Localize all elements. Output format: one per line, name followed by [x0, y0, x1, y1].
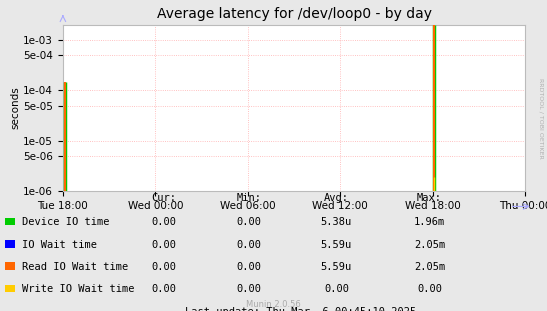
Text: IO Wait time: IO Wait time — [22, 239, 97, 250]
Text: 1.96m: 1.96m — [414, 217, 445, 227]
Text: Device IO time: Device IO time — [22, 217, 109, 227]
Text: Munin 2.0.56: Munin 2.0.56 — [246, 300, 301, 309]
Text: Avg:: Avg: — [324, 193, 349, 202]
Text: Min:: Min: — [236, 193, 261, 202]
Text: RRDTOOL / TOBI OETIKER: RRDTOOL / TOBI OETIKER — [538, 78, 543, 159]
Text: 0.00: 0.00 — [236, 239, 261, 250]
Y-axis label: seconds: seconds — [10, 87, 21, 129]
Text: 2.05m: 2.05m — [414, 262, 445, 272]
Text: 5.59u: 5.59u — [321, 262, 352, 272]
Text: 5.38u: 5.38u — [321, 217, 352, 227]
Text: Write IO Wait time: Write IO Wait time — [22, 284, 135, 295]
Text: Read IO Wait time: Read IO Wait time — [22, 262, 128, 272]
Text: Max:: Max: — [417, 193, 442, 202]
Text: 5.59u: 5.59u — [321, 239, 352, 250]
Text: 0.00: 0.00 — [417, 284, 442, 295]
Text: 2.05m: 2.05m — [414, 239, 445, 250]
Text: 0.00: 0.00 — [152, 217, 177, 227]
Text: Cur:: Cur: — [152, 193, 177, 202]
Text: 0.00: 0.00 — [236, 284, 261, 295]
Text: 0.00: 0.00 — [152, 262, 177, 272]
Text: 0.00: 0.00 — [236, 217, 261, 227]
Title: Average latency for /dev/loop0 - by day: Average latency for /dev/loop0 - by day — [156, 7, 432, 21]
Text: 0.00: 0.00 — [236, 262, 261, 272]
Text: 0.00: 0.00 — [152, 284, 177, 295]
Text: Last update: Thu Mar  6 00:45:10 2025: Last update: Thu Mar 6 00:45:10 2025 — [185, 307, 416, 311]
Text: 0.00: 0.00 — [152, 239, 177, 250]
Text: 0.00: 0.00 — [324, 284, 349, 295]
